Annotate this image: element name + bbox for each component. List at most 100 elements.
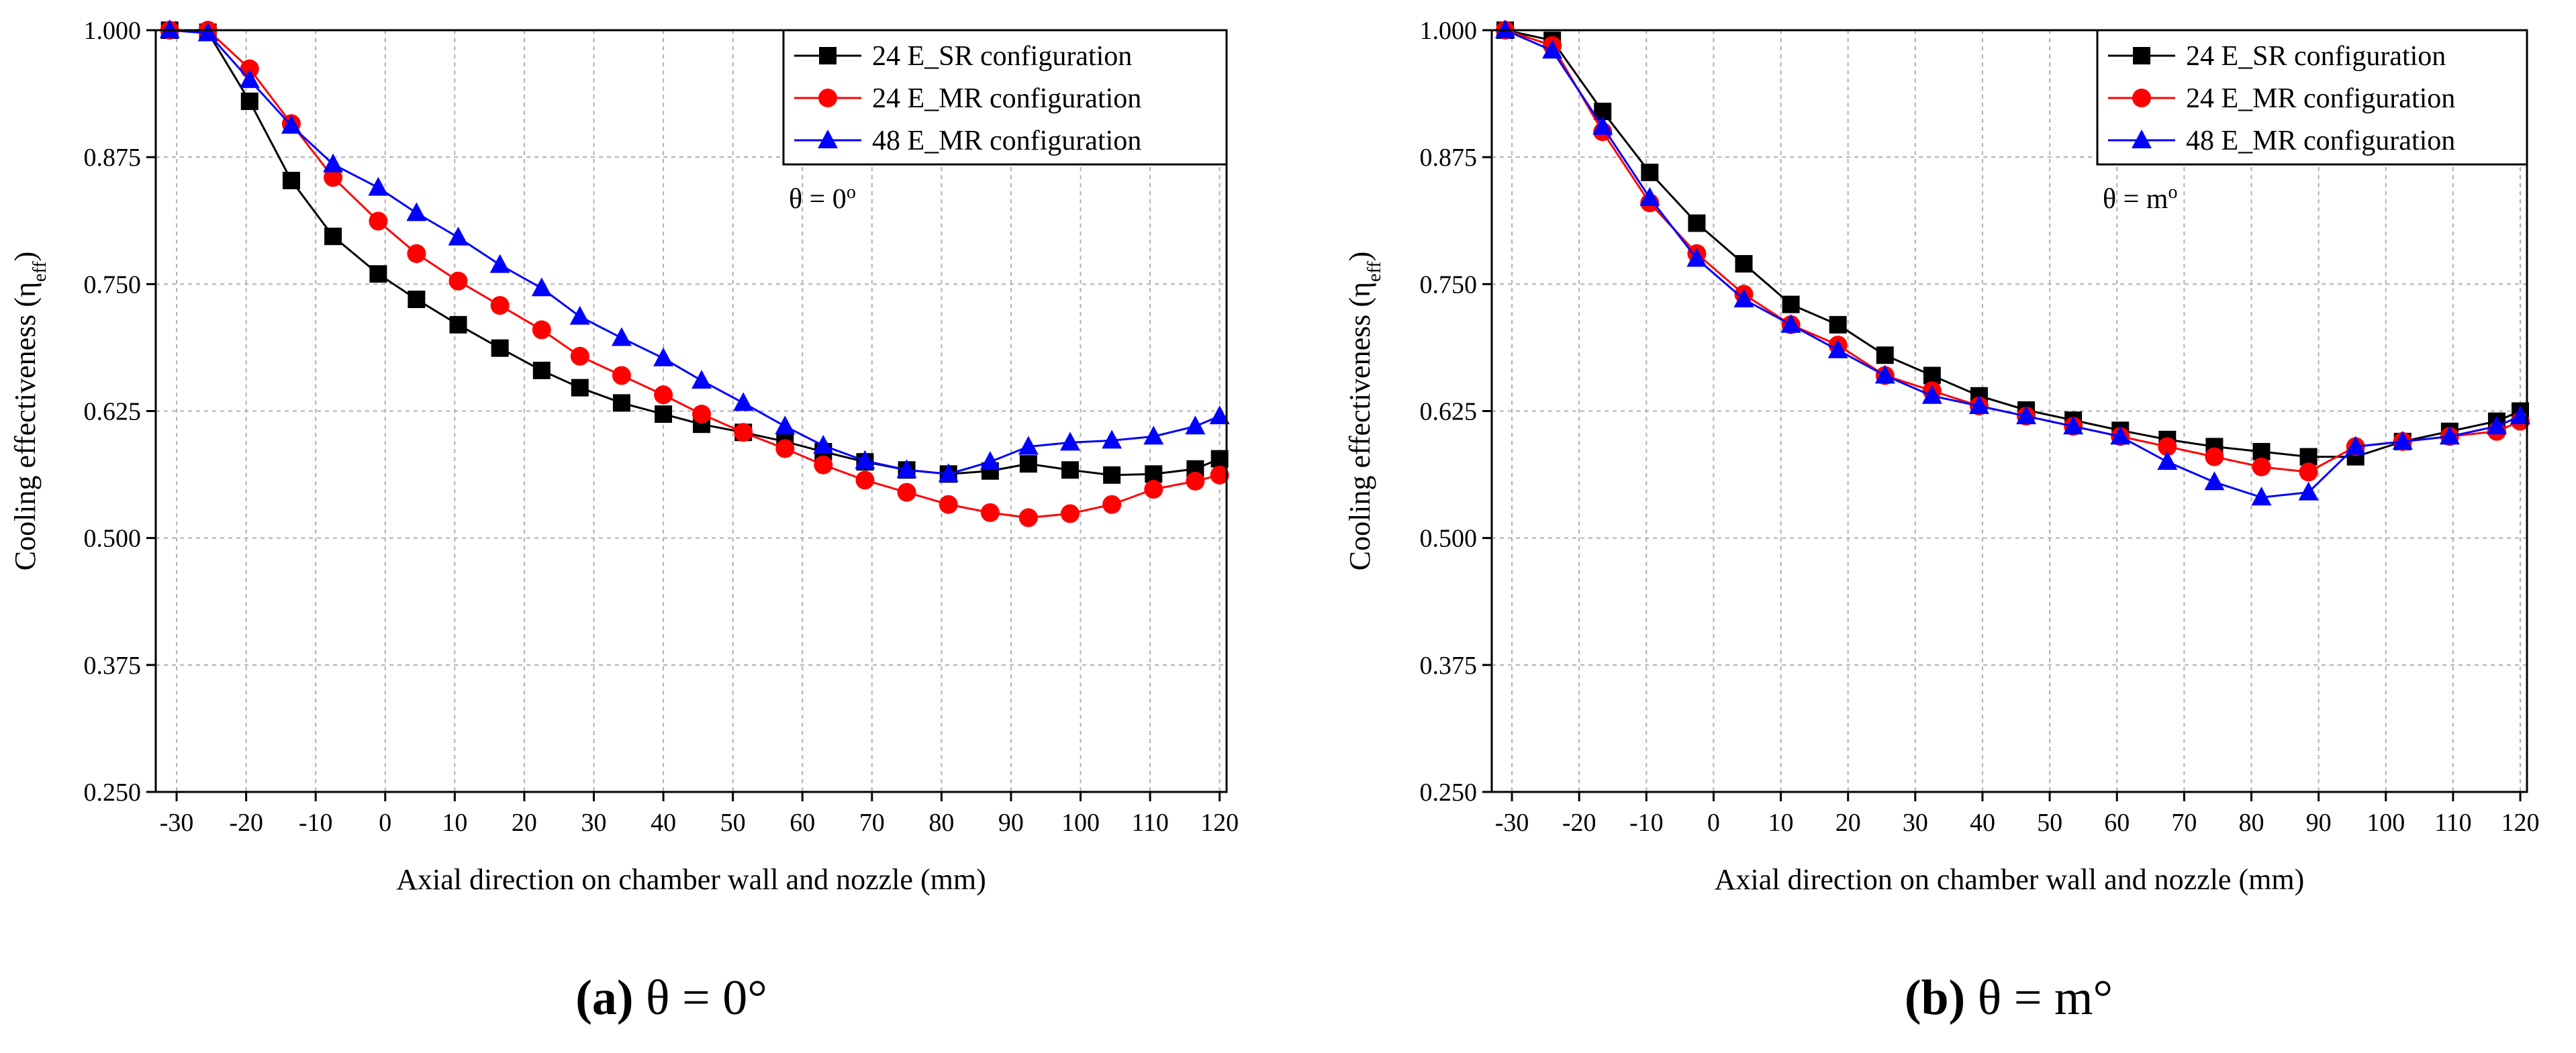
data-point — [691, 370, 712, 389]
y-tick-label: 0.875 — [1420, 144, 1478, 172]
x-tick-label: 60 — [790, 809, 815, 837]
legend-marker — [818, 89, 837, 107]
x-tick-label: 110 — [1131, 809, 1169, 837]
y-tick-label: 0.250 — [1420, 779, 1478, 807]
x-tick-label: 40 — [1970, 809, 1995, 837]
data-point — [2298, 481, 2319, 501]
data-point — [1210, 465, 1229, 485]
data-point — [612, 366, 631, 385]
data-point — [1209, 405, 1230, 425]
data-point — [813, 434, 834, 454]
data-point — [2204, 471, 2225, 491]
legend-marker — [2132, 89, 2151, 107]
data-point — [408, 291, 426, 309]
data-point — [532, 320, 551, 340]
data-point — [1780, 313, 1801, 333]
data-point — [2205, 447, 2224, 466]
y-tick-label: 1.000 — [84, 17, 142, 45]
data-point — [1876, 346, 1894, 364]
y-tick-label: 0.625 — [84, 398, 142, 426]
caption-b-label: (b) — [1904, 970, 1966, 1025]
data-point — [1185, 415, 1206, 435]
data-point — [1641, 163, 1659, 181]
data-point — [448, 271, 468, 291]
x-tick-label: 0 — [379, 809, 391, 837]
data-point — [1592, 115, 1613, 135]
data-point — [775, 415, 796, 435]
legend-marker — [818, 130, 838, 148]
data-point — [1827, 339, 1848, 358]
y-axis-label: Cooling effectiveness (ηeff) — [9, 252, 50, 571]
x-tick-label: 110 — [2434, 809, 2472, 837]
plot-frame — [154, 29, 1228, 793]
data-point — [2063, 415, 2084, 435]
x-tick-label: 0 — [1707, 809, 1720, 837]
data-point — [1210, 450, 1229, 468]
legend-label: 24 E_SR configuration — [872, 41, 1132, 72]
data-point — [1186, 471, 1205, 491]
data-point — [2252, 443, 2271, 461]
data-point — [2158, 437, 2177, 456]
data-point — [197, 22, 218, 42]
data-point — [980, 503, 1000, 522]
x-tick-label: 70 — [2171, 809, 2197, 837]
legend-marker — [2133, 47, 2150, 64]
data-point — [281, 115, 301, 134]
data-point — [2486, 415, 2507, 435]
data-point — [489, 254, 510, 273]
data-point — [692, 405, 712, 424]
data-point — [2510, 405, 2530, 425]
data-point — [1735, 255, 1753, 273]
x-tick-label: 20 — [512, 809, 537, 837]
data-point — [1018, 436, 1039, 455]
x-tick-label: 90 — [998, 809, 1024, 837]
data-point — [1059, 432, 1080, 451]
data-point — [323, 153, 344, 172]
legend-label: 24 E_MR configuration — [2186, 83, 2455, 114]
x-tick-label: 50 — [2037, 809, 2062, 837]
data-point — [939, 495, 958, 514]
data-point — [653, 347, 674, 366]
data-point — [324, 228, 342, 246]
x-tick-label: 120 — [2501, 809, 2539, 837]
data-point — [1061, 461, 1079, 479]
data-point — [2016, 405, 2037, 425]
data-point — [324, 168, 343, 187]
data-point — [1143, 425, 1164, 445]
y-tick-label: 0.750 — [1420, 270, 1478, 299]
chart-panel-b: -30 -20 -10 0 10 20 30 40 50 60 70 80 90 100 110 120 0.2… — [1343, 17, 2539, 896]
data-point — [1921, 385, 1942, 404]
data-point — [655, 405, 673, 423]
data-point — [159, 19, 180, 38]
x-tick-label: 10 — [442, 809, 467, 837]
x-tick-label: 20 — [1835, 809, 1861, 837]
data-point — [2157, 451, 2178, 470]
data-point — [1103, 466, 1121, 484]
data-point — [1060, 504, 1080, 523]
caption-a-label: (a) — [575, 970, 634, 1025]
x-tick-label: -20 — [229, 809, 263, 837]
data-point — [2299, 462, 2318, 482]
x-tick-label: 70 — [859, 809, 885, 837]
x-tick-label: 90 — [2306, 809, 2332, 837]
y-tick-label: 0.625 — [1420, 398, 1478, 426]
data-point — [569, 305, 590, 325]
x-tick-label: 100 — [1061, 809, 1100, 837]
data-point — [2345, 436, 2366, 455]
data-point — [2110, 425, 2131, 445]
data-point — [369, 265, 387, 283]
data-point — [897, 483, 916, 502]
x-tick-label: 60 — [2104, 809, 2130, 837]
data-point — [855, 450, 875, 469]
x-tick-label: 40 — [651, 809, 676, 837]
data-point — [734, 423, 753, 442]
data-point — [282, 171, 300, 189]
chart-panel-a: -30 -20 -10 0 10 20 30 40 50 60 70 80 90 100 110 120 0.2… — [9, 17, 1239, 896]
data-point — [1782, 295, 1800, 313]
data-point — [1102, 430, 1123, 449]
data-point — [1829, 315, 1847, 334]
data-point — [1968, 395, 1989, 414]
data-point — [733, 392, 754, 411]
data-point — [980, 451, 1000, 470]
